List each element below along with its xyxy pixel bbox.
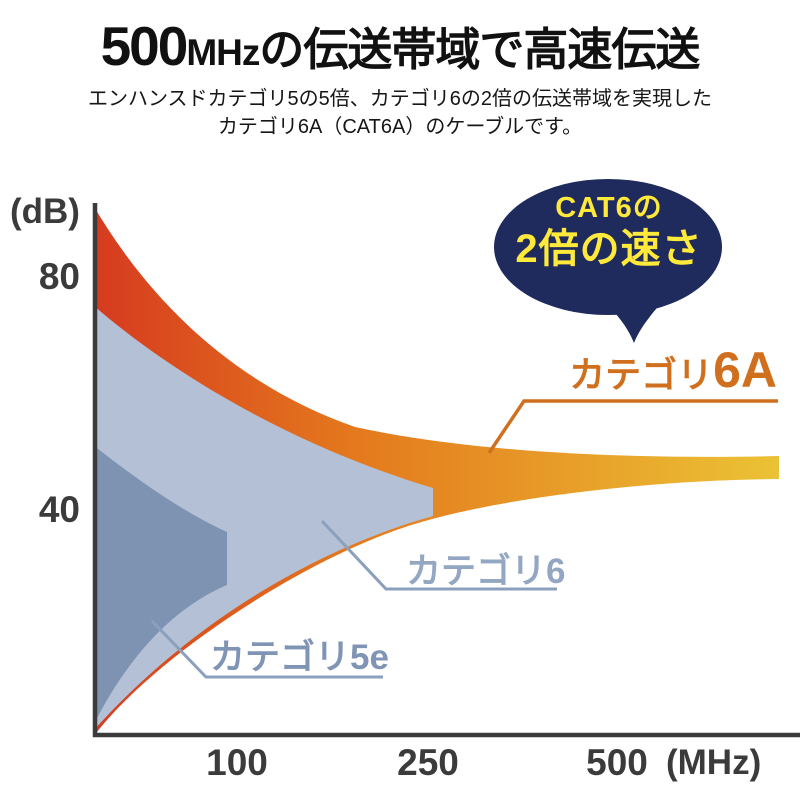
x-tick-500: 500 (586, 742, 648, 783)
x-tick-100: 100 (206, 742, 268, 783)
cat6a-leader-line (487, 399, 778, 454)
title-text: の伝送帯域で高速伝送 (259, 24, 700, 75)
cat6a-label: カテゴリ6A (569, 341, 777, 399)
title-number: 500 (100, 15, 189, 77)
x-axis-unit-label: (MHz) (666, 743, 762, 782)
cat5e-leader-line (150, 619, 383, 679)
badge-line-2: 2倍の速さ (515, 227, 703, 271)
subtitle-line-1: エンハンスドカテゴリ5の5倍、カテゴリ6の2倍の伝送帯域を実現した (87, 87, 713, 110)
cat6-label: カテゴリ6 (406, 552, 566, 591)
cat6-leader-line (320, 519, 557, 591)
cat6a-label-suffix: 6A (713, 342, 777, 398)
cat5e-label: カテゴリ5e (210, 638, 389, 677)
title-unit: MHz (186, 32, 260, 73)
speech-bubble-body (494, 179, 722, 315)
cat6a-band-shape (93, 205, 779, 737)
cat6-area-shape (93, 305, 433, 731)
x-tick-250: 250 (397, 742, 459, 783)
badge-line-1: CAT6の (555, 192, 663, 224)
subtitle-line-2: カテゴリ6A（CAT6A）のケーブルです。 (217, 115, 583, 138)
header: 500MHzの伝送帯域で高速伝送 エンハンスドカテゴリ5の5倍、カテゴリ6の2倍… (0, 0, 800, 141)
cat6a-label-prefix: カテゴリ (569, 354, 714, 395)
cat5e-area-shape (93, 445, 227, 726)
y-tick-80: 80 (38, 256, 80, 297)
badge-text: CAT6の 2倍の速さ (496, 192, 722, 271)
page-title: 500MHzの伝送帯域で高速伝送 (0, 15, 800, 77)
speech-bubble (494, 179, 722, 343)
y-axis-unit-label: (dB) (10, 192, 80, 231)
y-tick-40: 40 (38, 489, 80, 530)
